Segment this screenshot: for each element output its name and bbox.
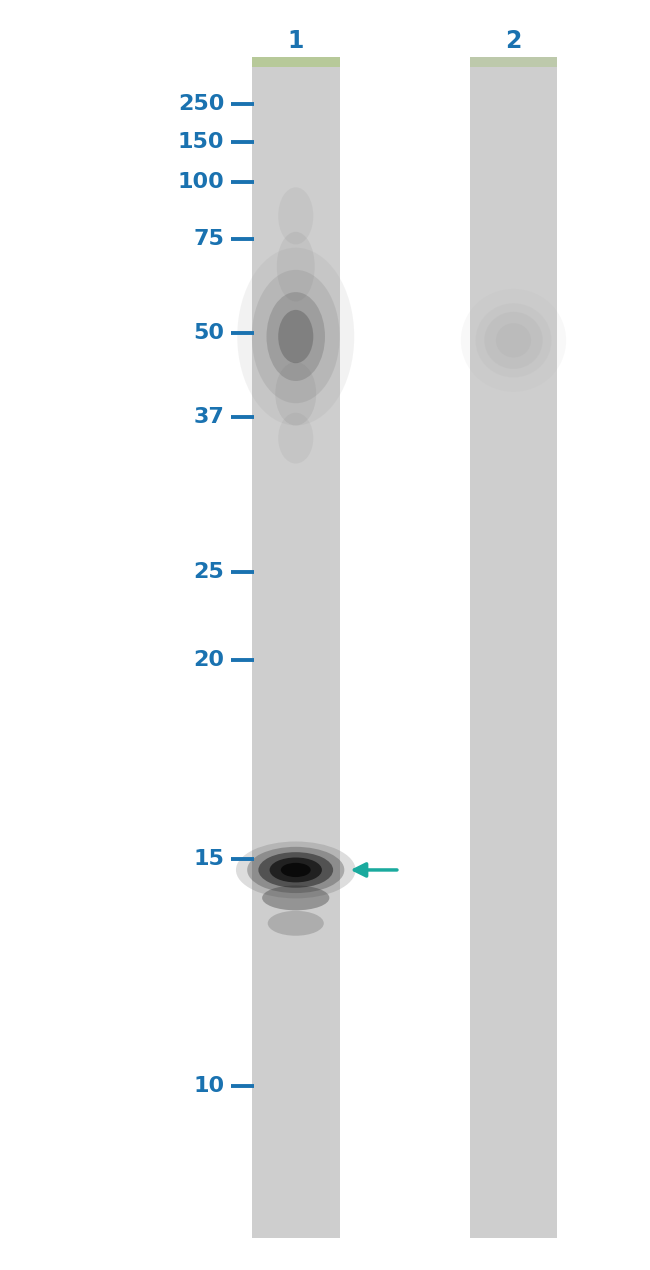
Ellipse shape (237, 248, 354, 425)
Ellipse shape (236, 842, 356, 898)
Text: 10: 10 (193, 1076, 224, 1096)
Bar (469, 57, 558, 1238)
Text: 15: 15 (193, 848, 224, 869)
Ellipse shape (266, 292, 325, 381)
Bar (252, 57, 339, 1238)
Ellipse shape (475, 304, 551, 377)
Text: 2: 2 (505, 29, 522, 52)
Bar (469, 57, 558, 67)
Ellipse shape (247, 847, 344, 893)
Text: 50: 50 (193, 323, 224, 343)
Ellipse shape (276, 362, 317, 425)
Bar (252, 57, 339, 67)
Ellipse shape (268, 911, 324, 936)
Ellipse shape (484, 311, 543, 370)
Ellipse shape (281, 862, 311, 878)
Ellipse shape (278, 413, 313, 464)
Text: 25: 25 (194, 561, 224, 582)
Ellipse shape (270, 857, 322, 883)
Text: 150: 150 (177, 132, 224, 152)
Ellipse shape (259, 852, 333, 888)
Ellipse shape (277, 231, 315, 301)
Text: 1: 1 (287, 29, 304, 52)
Text: 75: 75 (193, 229, 224, 249)
Ellipse shape (461, 288, 566, 392)
Text: 250: 250 (178, 94, 224, 114)
Ellipse shape (278, 187, 313, 245)
Text: 100: 100 (177, 171, 224, 192)
Text: 20: 20 (193, 650, 224, 671)
Ellipse shape (262, 885, 330, 911)
Ellipse shape (278, 310, 313, 363)
Text: 37: 37 (193, 406, 224, 427)
Ellipse shape (252, 271, 339, 404)
Ellipse shape (496, 324, 531, 358)
